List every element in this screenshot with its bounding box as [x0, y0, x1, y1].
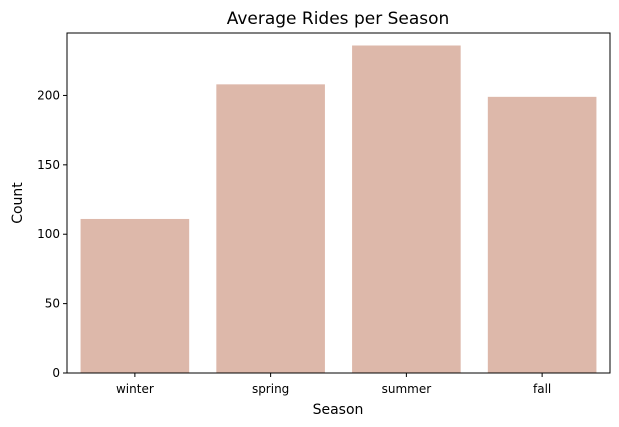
bar-spring	[216, 84, 325, 374]
plot-frame	[66, 32, 611, 374]
y-tick-label-100: 100	[37, 227, 60, 241]
x-tick-label-summer: summer	[382, 382, 432, 396]
y-axis-ticks: 0 50 100 150 200	[37, 88, 67, 380]
bar-summer	[352, 45, 461, 373]
x-tick-label-spring: spring	[252, 382, 289, 396]
y-axis-label: Count	[10, 182, 26, 224]
bars-group	[80, 45, 597, 374]
y-tick-label-50: 50	[45, 297, 60, 311]
x-axis-label: Season	[313, 402, 364, 418]
chart-title: Average Rides per Season	[227, 9, 450, 29]
bar-winter	[80, 218, 190, 373]
y-tick-label-200: 200	[37, 88, 60, 102]
x-axis-ticks: winter spring summer fall	[116, 373, 551, 396]
y-tick-label-0: 0	[52, 366, 60, 380]
x-tick-label-fall: fall	[533, 382, 551, 396]
y-tick-label-150: 150	[37, 158, 60, 172]
bar-fall	[487, 96, 597, 373]
x-tick-label-winter: winter	[116, 382, 154, 396]
